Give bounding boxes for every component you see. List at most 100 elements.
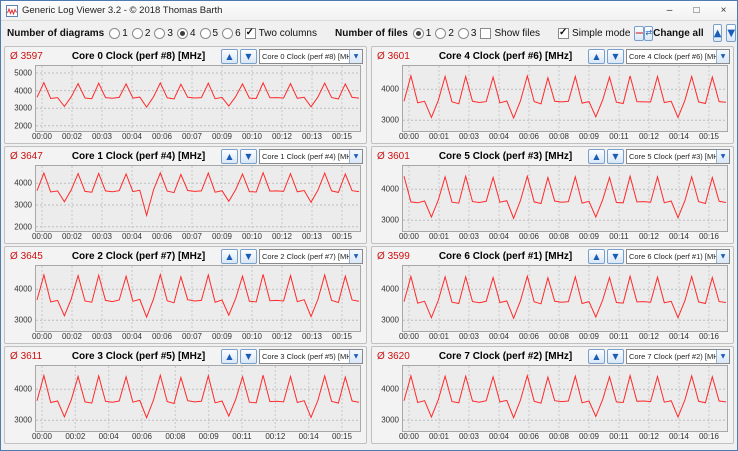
radio-label: 3 — [167, 27, 173, 39]
minimize-button[interactable]: – — [656, 1, 683, 20]
avg-number: 3620 — [387, 351, 410, 362]
dropdown-arrow-icon: ▼ — [716, 350, 729, 363]
x-tick-label: 00:13 — [301, 332, 323, 341]
signal-up-button[interactable]: ▲ — [588, 249, 605, 264]
x-tick-label: 00:01 — [428, 432, 450, 441]
simple-mode-checkbox[interactable]: Simple mode — [558, 27, 631, 39]
show-files-checkbox[interactable]: Show files — [480, 27, 540, 39]
x-tick-label: 00:02 — [61, 332, 83, 341]
panel-header: Ø 3601 Core 4 Clock (perf #6) [MHz] ▲ ▼ … — [372, 47, 733, 65]
diagrams-option-2[interactable]: 2 — [131, 27, 151, 39]
line-chart — [403, 266, 727, 331]
x-tick-label: 00:12 — [638, 232, 660, 241]
chart-area: 4000 3000 — [372, 65, 728, 132]
radio-icon — [154, 27, 166, 39]
panel-title: Core 0 Clock (perf #8) [MHz] — [71, 51, 206, 62]
panel-header: Ø 3601 Core 5 Clock (perf #3) [MHz] ▲ ▼ … — [372, 147, 733, 165]
signal-down-button[interactable]: ▼ — [607, 249, 624, 264]
signal-select-value: Core 0 Clock (perf #8) [MHz] — [262, 52, 349, 61]
signal-down-button[interactable]: ▼ — [240, 249, 257, 264]
x-tick-label: 00:04 — [121, 132, 143, 141]
signal-up-button[interactable]: ▲ — [221, 349, 238, 364]
line-color-button[interactable]: — — [634, 25, 645, 41]
change-all-up-button[interactable]: ▲ — [712, 24, 723, 42]
x-tick-label: 00:14 — [668, 432, 690, 441]
close-button[interactable]: × — [710, 1, 737, 20]
files-option-3[interactable]: 3 — [457, 27, 476, 39]
signal-up-button[interactable]: ▲ — [588, 49, 605, 64]
y-tick-label: 3000 — [14, 200, 32, 210]
avg-number: 3611 — [20, 351, 43, 362]
maximize-button[interactable]: □ — [683, 1, 710, 20]
diagrams-option-3[interactable]: 3 — [154, 27, 173, 39]
radio-label: 2 — [144, 27, 151, 39]
avg-number: 3647 — [20, 151, 43, 162]
signal-select[interactable]: Core 1 Clock (perf #4) [MHz] ▼ — [259, 149, 363, 164]
x-tick-label: 00:15 — [331, 332, 353, 341]
x-tick-label: 00:09 — [578, 132, 600, 141]
signal-up-button[interactable]: ▲ — [221, 249, 238, 264]
signal-select[interactable]: Core 5 Clock (perf #3) [MHz] ▼ — [626, 149, 730, 164]
signal-select[interactable]: Core 7 Clock (perf #2) [MHz] ▼ — [626, 349, 730, 364]
x-tick-label: 00:01 — [428, 232, 450, 241]
x-axis-labels: 00:00 00:01 00:03 00:04 00:06 00:08 00:09 00:11… — [399, 432, 728, 443]
refresh-button[interactable]: ⇄ — [644, 25, 654, 41]
signal-down-button[interactable]: ▼ — [240, 349, 257, 364]
x-tick-label: 00:07 — [181, 332, 203, 341]
files-option-1[interactable]: 1 — [412, 27, 431, 39]
avg-symbol: Ø — [377, 51, 385, 62]
x-tick-label: 00:13 — [301, 232, 323, 241]
down-arrow-icon: ▼ — [245, 151, 252, 161]
x-tick-label: 00:03 — [458, 432, 480, 441]
x-tick-label: 00:12 — [265, 432, 286, 441]
signal-up-button[interactable]: ▲ — [221, 49, 238, 64]
up-arrow-icon: ▲ — [593, 51, 600, 61]
x-tick-label: 00:02 — [65, 432, 86, 441]
files-option-2[interactable]: 2 — [435, 27, 454, 39]
x-tick-label: 00:03 — [458, 132, 480, 141]
signal-select[interactable]: Core 3 Clock (perf #5) [MHz] ▼ — [259, 349, 363, 364]
signal-down-button[interactable]: ▼ — [240, 149, 257, 164]
x-tick-label: 00:09 — [211, 332, 233, 341]
signal-down-button[interactable]: ▼ — [607, 49, 624, 64]
two-columns-checkbox[interactable]: Two columns — [244, 27, 317, 39]
down-arrow-icon: ▼ — [245, 51, 252, 61]
x-tick-label: 00:16 — [698, 232, 720, 241]
signal-select-value: Core 3 Clock (perf #5) [MHz] — [262, 352, 349, 361]
signal-select[interactable]: Core 6 Clock (perf #1) [MHz] ▼ — [626, 249, 730, 264]
x-tick-label: 00:03 — [458, 232, 480, 241]
signal-up-button[interactable]: ▲ — [221, 149, 238, 164]
signal-select[interactable]: Core 4 Clock (perf #6) [MHz] ▼ — [626, 49, 730, 64]
diagrams-option-5[interactable]: 5 — [199, 27, 218, 39]
window-controls: – □ × — [656, 1, 737, 20]
dropdown-arrow-icon: ▼ — [349, 50, 362, 63]
signal-down-button[interactable]: ▼ — [240, 49, 257, 64]
x-tick-label: 00:00 — [31, 432, 53, 441]
x-axis-labels: 00:00 00:02 00:03 00:04 00:06 00:07 00:09 00:10… — [32, 232, 361, 243]
x-tick-label: 00:08 — [548, 332, 570, 341]
y-tick-label: 4000 — [14, 284, 32, 294]
x-tick-label: 00:12 — [271, 332, 293, 341]
diagrams-option-4[interactable]: 4 — [176, 27, 196, 39]
signal-up-button[interactable]: ▲ — [588, 149, 605, 164]
minimize-icon: – — [666, 5, 673, 16]
toolbar: Number of diagrams 1 2 3 4 5 6 Two colum… — [1, 21, 737, 45]
checkbox-label: Simple mode — [572, 27, 631, 39]
dropdown-arrow-icon: ▼ — [716, 150, 729, 163]
signal-up-button[interactable]: ▲ — [588, 349, 605, 364]
diagrams-option-1[interactable]: 1 — [109, 27, 128, 39]
dropdown-arrow-icon: ▼ — [349, 350, 362, 363]
diagram-panel-core0: Ø 3597 Core 0 Clock (perf #8) [MHz] ▲ ▼ … — [4, 46, 367, 144]
signal-select[interactable]: Core 2 Clock (perf #7) [MHz] ▼ — [259, 249, 363, 264]
radio-icon — [435, 27, 447, 39]
x-tick-label: 00:06 — [518, 232, 540, 241]
x-tick-label: 00:03 — [458, 332, 480, 341]
diagrams-option-6[interactable]: 6 — [222, 27, 241, 39]
y-axis-labels: 4000 3000 — [372, 265, 402, 332]
x-axis-labels: 00:00 00:01 00:03 00:04 00:06 00:08 00:09 00:11… — [399, 132, 728, 143]
dropdown-arrow-icon: ▼ — [349, 150, 362, 163]
change-all-down-button[interactable]: ▼ — [726, 24, 737, 42]
signal-select[interactable]: Core 0 Clock (perf #8) [MHz] ▼ — [259, 49, 363, 64]
signal-down-button[interactable]: ▼ — [607, 349, 624, 364]
signal-down-button[interactable]: ▼ — [607, 149, 624, 164]
